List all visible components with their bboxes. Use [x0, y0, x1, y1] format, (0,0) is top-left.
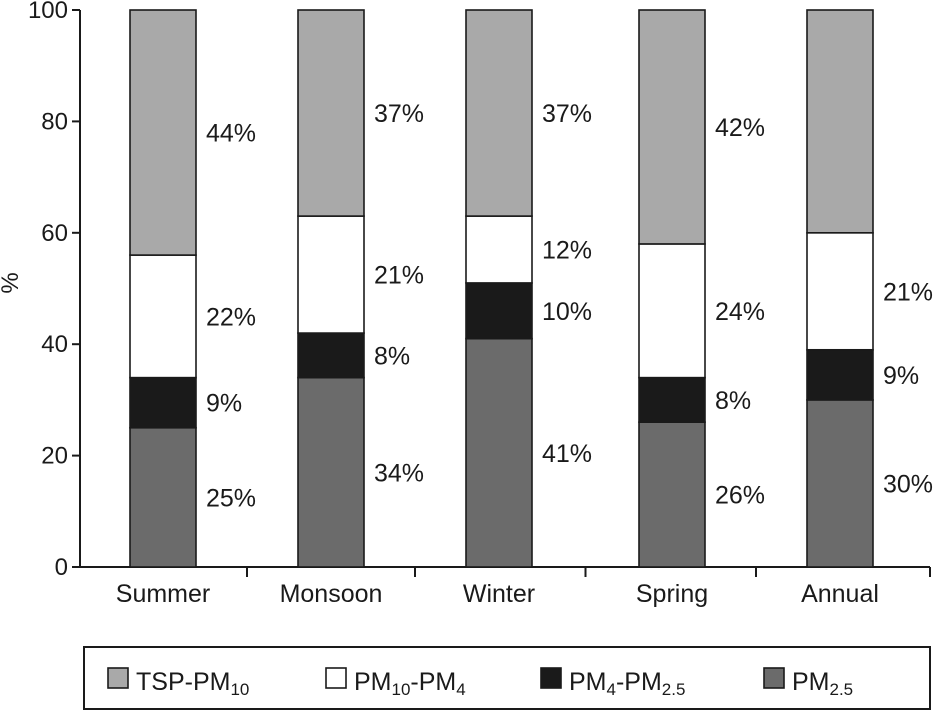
- bar-segment-tsp_pm10-monsoon: [297, 9, 365, 217]
- data-label-pm25-monsoon: 34%: [374, 459, 424, 487]
- legend-label-pm25: PM2.5: [792, 668, 853, 699]
- value-labels: 25% 9% 22% 44% 34% 8% 21% 37% 41% 10% 12% 37% 26% 8% 2…: [206, 100, 933, 512]
- data-label-pm10_pm4-spring: 24%: [715, 298, 765, 326]
- y-axis: 0 20 40 60 80 100: [28, 0, 81, 581]
- bar-segment-pm4_pm25-summer: [129, 376, 197, 429]
- bar-segment-tsp_pm10-spring: [638, 9, 706, 245]
- y-tick-label: 40: [41, 331, 68, 358]
- data-label-pm25-summer: 25%: [206, 484, 256, 512]
- y-tick-label: 100: [28, 0, 68, 24]
- data-label-pm10_pm4-summer: 22%: [206, 303, 256, 331]
- x-tick-label-spring: Spring: [636, 580, 708, 608]
- data-label-pm25-spring: 26%: [715, 482, 765, 510]
- data-label-pm4_pm25-winter: 10%: [542, 298, 592, 326]
- data-label-pm10_pm4-annual: 21%: [883, 278, 933, 306]
- bar-segment-pm10_pm4-summer: [129, 254, 197, 379]
- legend-swatch-tsp_pm10: [107, 667, 129, 689]
- y-tick-label: 0: [55, 554, 68, 581]
- bar-segment-tsp_pm10-summer: [129, 9, 197, 256]
- x-tick-label-summer: Summer: [116, 580, 210, 608]
- y-tick-label: 60: [41, 220, 68, 247]
- bars: [129, 9, 874, 568]
- data-label-pm25-annual: 30%: [883, 470, 933, 498]
- bar-segment-pm4_pm25-winter: [465, 282, 533, 340]
- data-label-tsp_pm10-spring: 42%: [715, 114, 765, 142]
- data-label-pm4_pm25-spring: 8%: [715, 387, 751, 415]
- legend-label-pm10_pm4: PM10-PM4: [354, 668, 466, 699]
- bar-segment-pm25-winter: [465, 337, 533, 568]
- legend-label-tsp_pm10: TSP-PM10: [136, 668, 249, 699]
- bar-segment-tsp_pm10-winter: [465, 9, 533, 217]
- bar-segment-pm10_pm4-annual: [806, 232, 874, 351]
- bar-segment-pm4_pm25-monsoon: [297, 332, 365, 379]
- x-axis: Summer Monsoon Winter Spring Annual: [80, 566, 931, 608]
- bar-segment-pm4_pm25-spring: [638, 376, 706, 423]
- data-label-pm10_pm4-winter: 12%: [542, 237, 592, 265]
- data-label-pm25-winter: 41%: [542, 440, 592, 468]
- bar-segment-pm10_pm4-spring: [638, 243, 706, 379]
- x-tick-label-annual: Annual: [801, 580, 879, 608]
- bar-segment-pm10_pm4-monsoon: [297, 215, 365, 334]
- bar-segment-pm25-summer: [129, 426, 197, 568]
- y-tick-label: 20: [41, 443, 68, 470]
- legend: TSP-PM10 PM10-PM4 PM4-PM2.5 PM2.5: [83, 646, 931, 710]
- data-label-pm10_pm4-monsoon: 21%: [374, 262, 424, 290]
- data-label-tsp_pm10-winter: 37%: [542, 100, 592, 128]
- data-label-pm4_pm25-annual: 9%: [883, 362, 919, 390]
- data-label-pm4_pm25-monsoon: 8%: [374, 342, 410, 370]
- bar-segment-pm25-annual: [806, 399, 874, 568]
- x-tick-label-winter: Winter: [463, 580, 535, 608]
- y-tick-label: 80: [41, 108, 68, 135]
- data-label-tsp_pm10-monsoon: 37%: [374, 100, 424, 128]
- legend-swatch-pm25: [763, 667, 785, 689]
- bar-segment-tsp_pm10-annual: [806, 9, 874, 234]
- bar-segment-pm4_pm25-annual: [806, 348, 874, 401]
- y-axis-title: %: [0, 272, 24, 293]
- bar-segment-pm25-spring: [638, 421, 706, 568]
- legend-swatch-pm4_pm25: [540, 667, 562, 689]
- bar-segment-pm25-monsoon: [297, 376, 365, 568]
- legend-label-pm4_pm25: PM4-PM2.5: [569, 668, 685, 699]
- x-tick-label-monsoon: Monsoon: [280, 580, 383, 608]
- legend-swatch-pm10_pm4: [325, 667, 347, 689]
- data-label-tsp_pm10-summer: 44%: [206, 120, 256, 148]
- data-label-pm4_pm25-summer: 9%: [206, 390, 242, 418]
- bar-segment-pm10_pm4-winter: [465, 215, 533, 284]
- legend-box: [83, 646, 931, 710]
